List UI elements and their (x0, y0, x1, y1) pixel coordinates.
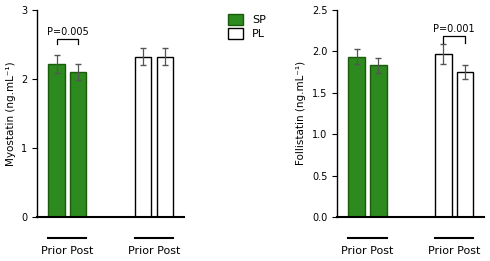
Text: P=0.005: P=0.005 (47, 27, 88, 37)
Bar (157, 57, 173, 217)
Text: Prior Post: Prior Post (428, 246, 480, 256)
Text: P=0.001: P=0.001 (433, 25, 475, 34)
Text: Prior Post: Prior Post (128, 246, 180, 256)
Text: Prior Post: Prior Post (41, 246, 94, 256)
Bar (49, 64, 65, 217)
Legend: SP, PL: SP, PL (227, 13, 267, 40)
Text: Prior Post: Prior Post (341, 246, 393, 256)
Bar (348, 57, 365, 217)
Bar (70, 72, 87, 217)
Bar (457, 72, 473, 217)
Y-axis label: Myostatin (ng.mL⁻¹): Myostatin (ng.mL⁻¹) (5, 61, 16, 166)
Bar (370, 65, 387, 217)
Y-axis label: Follistatin (ng.mL⁻¹): Follistatin (ng.mL⁻¹) (296, 61, 306, 165)
Bar (435, 55, 451, 217)
Bar (135, 57, 151, 217)
